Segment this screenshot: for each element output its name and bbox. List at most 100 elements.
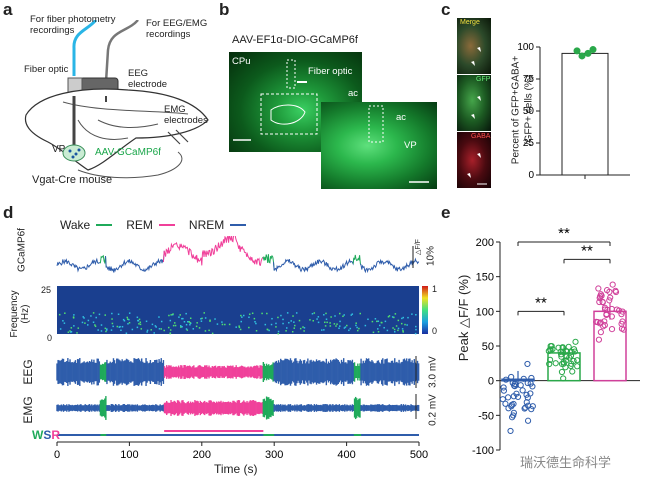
spectrogram-speckle (90, 315, 92, 317)
spectrogram-speckle (377, 320, 380, 322)
panel-e-point (606, 297, 613, 304)
spectrogram-speckle (286, 312, 289, 314)
spectrogram-speckle (348, 329, 350, 332)
spectrogram-speckle (270, 323, 273, 326)
spectrogram-speckle (160, 328, 163, 330)
panel-e-point (608, 326, 616, 333)
gcamp-trace-nrem (359, 257, 420, 274)
panel-e-point (521, 405, 528, 412)
panel-e-ytick-label: -50 (478, 410, 494, 422)
panel-e-point (547, 356, 554, 363)
spectrogram-speckle (285, 327, 288, 329)
spectrogram-speckle (179, 314, 181, 316)
spectrogram-speckle (221, 323, 224, 326)
spectrogram-speckle (87, 324, 89, 326)
spectrogram-speckle (411, 313, 413, 315)
panel-e-point (549, 346, 556, 353)
spectrogram-speckle (188, 321, 190, 323)
spectrogram-speckle (84, 322, 86, 324)
spectrogram-speckle (201, 317, 203, 320)
spectrogram-speckle (282, 318, 284, 321)
vp-image-label: VP (404, 140, 417, 151)
gcamp-trace-nrem (273, 257, 355, 273)
spectrogram-speckle (397, 327, 400, 330)
virus-construct-title: AAV-EF1α-DIO-GCaMP6f (232, 34, 358, 46)
spectrogram-speckle (239, 328, 242, 331)
spectrogram-speckle (277, 330, 280, 333)
spectrogram-speckle (69, 330, 71, 332)
spectrogram-speckle (195, 325, 198, 328)
dff-pct-label: 10% (425, 245, 437, 267)
spectrogram-speckle (317, 321, 320, 324)
eeg-emg-label: For EEG/EMG recordings (146, 18, 208, 40)
spectrogram-speckle (174, 324, 177, 327)
spectrogram-speckle (104, 314, 106, 316)
gcamp-trace-nrem (105, 250, 165, 274)
spectrogram-speckle (303, 330, 305, 332)
spectrogram-speckle (336, 323, 338, 325)
spectrogram-speckle (359, 312, 362, 315)
spectrogram-speckle (72, 316, 75, 318)
fiber-optic-arrow-label: Fiber optic (308, 66, 353, 77)
spectrogram-speckle (83, 317, 85, 319)
panel-e-point (513, 390, 520, 397)
panel-e-point (528, 406, 535, 413)
panel-e-point (593, 318, 600, 325)
spectrogram-speckle (355, 324, 357, 327)
vp-label: VP (52, 144, 66, 155)
merge-image: Merge (457, 18, 491, 74)
spectrogram-speckle (313, 312, 316, 314)
spectrogram-speckle (380, 321, 383, 324)
spectrogram-speckle (292, 315, 294, 317)
spectrogram-speckle (379, 324, 381, 327)
spectrogram-speckle (415, 325, 417, 328)
spectrogram-speckle (111, 312, 113, 315)
spectrogram-speckle (81, 321, 84, 324)
spectrogram-speckle (127, 323, 129, 325)
spectrogram-speckle (119, 325, 121, 328)
spectrogram-speckle (92, 312, 95, 314)
spectrogram-speckle (342, 315, 344, 318)
spectrogram-speckle (181, 325, 183, 328)
panel-c-ytick-label: 100 (517, 42, 534, 53)
panel-e-point (508, 373, 515, 381)
hypnogram-state-letters: WSR (32, 428, 60, 442)
spectrogram-speckle (253, 317, 256, 320)
spectrogram-speckle (121, 325, 124, 328)
spectrogram-speckle (415, 328, 417, 331)
spectrogram-speckle (62, 320, 64, 322)
spectrogram-speckle (349, 327, 352, 330)
panel-e-point (500, 387, 508, 394)
watermark: 瑞沃德生命科学 (520, 455, 612, 470)
panel-e-point (529, 403, 536, 410)
panel-e-point (572, 338, 579, 345)
spectrogram-speckle (154, 325, 157, 327)
spectrogram-speckle (97, 329, 99, 331)
spectrogram-speckle (312, 320, 314, 322)
spectrogram-speckle (136, 316, 139, 319)
spectrogram-speckle (268, 329, 270, 332)
spectrogram-speckle (146, 329, 149, 332)
panel-c-ytick-label: 75 (523, 74, 535, 85)
spectrogram-speckle (169, 332, 171, 335)
spectrogram-speckle (209, 320, 211, 322)
spectrogram-colorbar (422, 286, 428, 334)
spectrogram-speckle (388, 315, 391, 317)
spectrogram-speckle (402, 331, 404, 333)
spectrogram-speckle (153, 332, 155, 334)
spectrogram-speckle (293, 321, 295, 323)
spectrogram-speckle (329, 322, 331, 324)
spectrogram-speckle (401, 317, 403, 320)
spectrogram-speckle (335, 325, 337, 327)
spectrogram-speckle (125, 332, 128, 335)
spectrogram-speckle (288, 321, 290, 324)
spectrogram-speckle (158, 328, 161, 330)
spectrogram-speckle (189, 323, 191, 326)
spectrogram-speckle (178, 316, 180, 318)
emg-electrode-wires (167, 129, 189, 145)
panel-c-ylabel-line2: /GFP+ cells (%) (523, 74, 535, 146)
sig-wake-nrem: ** (535, 294, 547, 311)
panel-e-point (517, 382, 524, 389)
panel-e-point (500, 384, 507, 391)
panel-e-ytick-label: 50 (482, 341, 494, 353)
